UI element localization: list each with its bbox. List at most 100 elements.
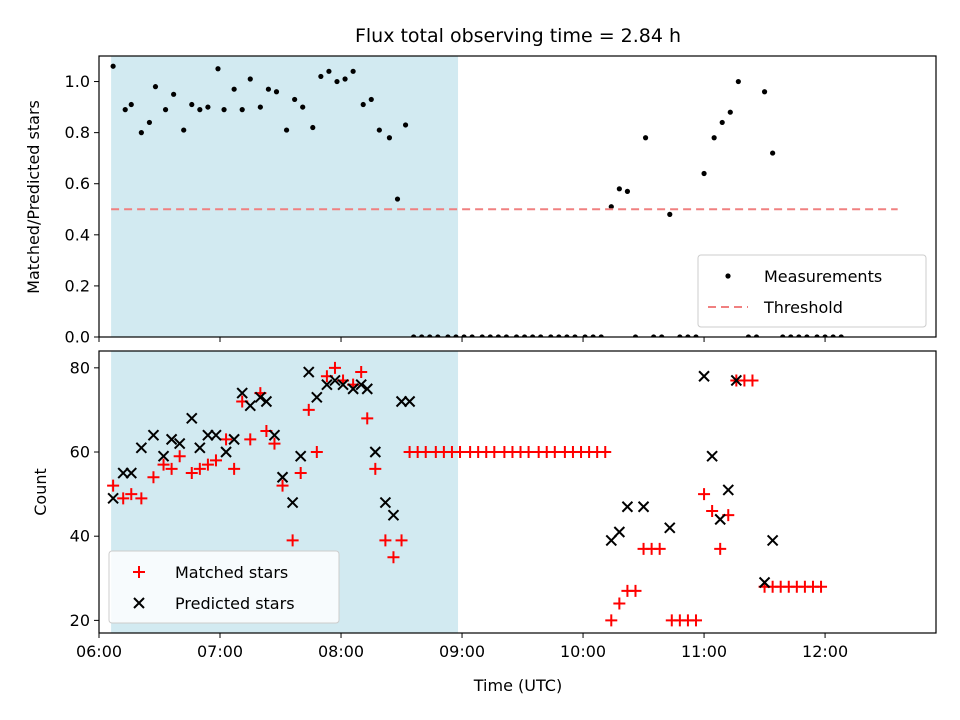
measurements-point	[582, 334, 588, 337]
matched-stars-point	[286, 534, 299, 547]
matched-stars-point	[328, 361, 341, 374]
measurements-point	[461, 334, 467, 337]
legend-box	[108, 550, 340, 624]
measurements-point	[300, 104, 306, 110]
y-tick-label: 0.2	[65, 276, 90, 295]
measurements-point	[659, 334, 665, 337]
measurements-point	[503, 334, 510, 337]
measurements-point	[386, 135, 393, 141]
matched-stars-point	[522, 446, 535, 459]
measurements-point	[616, 186, 622, 192]
measurements-point	[624, 188, 631, 194]
matched-stars-point	[165, 462, 178, 475]
predicted-stars-point	[125, 467, 137, 479]
matched-stars-point	[107, 479, 120, 492]
matched-stars-point	[605, 614, 618, 627]
predicted-stars-point	[220, 446, 232, 458]
legend-label: Measurements	[764, 267, 882, 286]
measurements-point	[376, 127, 382, 133]
measurements-point	[761, 89, 768, 95]
predicted-stars-point	[337, 378, 349, 391]
measurements-point	[326, 68, 332, 74]
matched-stars-point	[201, 458, 214, 471]
measurements-point	[292, 96, 298, 103]
y-tick-label: 0.8	[65, 123, 90, 142]
predicted-stars-point	[194, 442, 206, 454]
measurements-point	[360, 101, 366, 108]
measurements-point	[152, 84, 159, 90]
measurements-point	[538, 334, 544, 337]
predicted-stars-point	[276, 471, 289, 483]
measurements-point	[310, 124, 316, 131]
y-tick-label: 0.6	[65, 174, 90, 193]
measurements-point	[479, 334, 485, 337]
measurements-point	[368, 96, 374, 103]
bottom-panel: 20 40 60 80 06:00 07:00 08:00 09:00 10:00 11:00 12…	[70, 350, 937, 661]
predicted-stars-point	[722, 484, 734, 496]
y-tick-label: 80	[70, 358, 90, 377]
predicted-stars-point	[236, 387, 248, 399]
measurements-point	[189, 101, 195, 108]
x-tick-label: 11:00	[681, 642, 727, 661]
predicted-stars-point	[355, 378, 367, 391]
measurements-point	[814, 334, 820, 337]
x-axis-label: Time (UTC)	[473, 676, 562, 695]
legend-label: Threshold	[763, 298, 843, 317]
measurements-point	[711, 135, 717, 141]
measurements-point	[796, 334, 802, 337]
measurements-point	[138, 130, 144, 136]
predicted-stars-point	[294, 450, 307, 462]
matched-stars-point	[209, 454, 222, 467]
matched-stars-point	[185, 467, 198, 480]
measurements-point	[419, 334, 425, 337]
predicted-stars-point	[147, 429, 160, 441]
matched-stars-point	[193, 462, 206, 475]
predicted-stars-point	[268, 429, 281, 441]
matched-stars-point	[117, 492, 130, 505]
plot-area	[107, 361, 828, 627]
measurements-point	[727, 109, 733, 115]
matched-stars-point	[294, 467, 307, 480]
predicted-stars-point	[165, 433, 178, 446]
predicted-stars-point	[210, 429, 222, 441]
predicted-stars-point	[387, 509, 400, 521]
predicted-stars-point	[329, 374, 341, 387]
measurements-point	[564, 334, 570, 337]
predicted-stars-point	[403, 395, 416, 408]
measurements-point	[651, 334, 657, 337]
measurements-point	[693, 334, 699, 337]
predicted-stars-point	[260, 395, 273, 408]
legend-marker	[725, 273, 731, 279]
measurements-point	[181, 127, 187, 133]
measurements-point	[548, 334, 554, 337]
matched-stars-point	[454, 446, 467, 459]
matched-stars-point	[135, 492, 148, 505]
measurements-point	[146, 119, 153, 126]
measurements-point	[521, 334, 528, 337]
measurements-point	[394, 196, 401, 202]
y-tick-label: 20	[70, 611, 90, 630]
measurements-point	[221, 107, 227, 113]
observing-span	[111, 56, 459, 337]
matched-stars-point	[714, 542, 727, 555]
matched-stars-point	[276, 479, 289, 492]
predicted-stars-point	[347, 383, 359, 395]
measurements-point	[667, 211, 673, 217]
measurements-point	[642, 135, 649, 141]
x-tick-label: 12:00	[802, 642, 848, 661]
measurements-point	[110, 63, 116, 69]
measurements-point	[128, 101, 134, 108]
x-tick-label: 07:00	[197, 642, 243, 661]
measurements-point	[788, 334, 794, 337]
predicted-stars-point	[135, 442, 148, 454]
bottom-y-axis-label: Count	[31, 468, 50, 516]
matched-stars-point	[746, 374, 759, 387]
predicted-stars-point	[186, 412, 198, 425]
predicted-stars-point	[706, 450, 718, 462]
measurements-point	[283, 127, 290, 133]
matched-stars-point	[361, 412, 374, 425]
matched-stars-point	[815, 580, 828, 593]
matched-stars-point	[147, 471, 160, 484]
legend-marker	[133, 597, 145, 609]
